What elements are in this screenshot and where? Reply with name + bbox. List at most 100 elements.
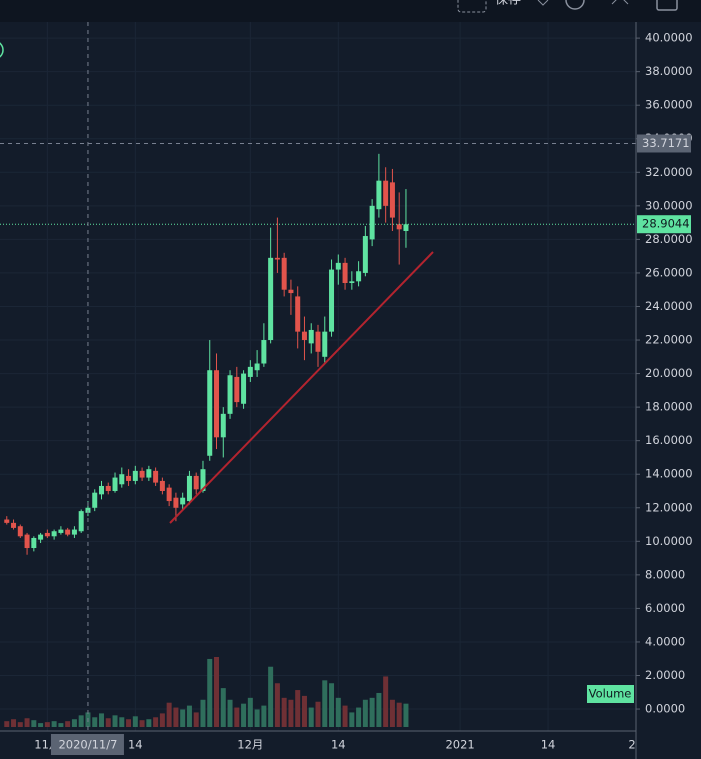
- save-label[interactable]: 保存: [495, 0, 521, 8]
- y-tick-label: 22.0000: [645, 333, 693, 347]
- y-tick-label: 38.0000: [645, 64, 693, 78]
- volume-bar: [268, 666, 274, 727]
- volume-bar: [105, 718, 111, 727]
- volume-bar: [78, 715, 84, 727]
- snapshot-icon[interactable]: [656, 0, 678, 11]
- candle-body: [139, 470, 145, 478]
- volume-bar: [159, 713, 165, 727]
- indicator-icon[interactable]: [0, 41, 4, 59]
- volume-bar: [214, 657, 220, 727]
- candle-body: [376, 180, 382, 210]
- y-tick-label: 28.0000: [645, 232, 693, 246]
- volume-bar: [261, 705, 267, 727]
- candle-body: [153, 470, 159, 483]
- volume-bar: [389, 699, 395, 727]
- crosshair-date-box: [50, 734, 124, 755]
- layout-icon[interactable]: [457, 0, 487, 13]
- grid: [0, 22, 636, 731]
- volume-bar: [11, 719, 17, 727]
- candle-body: [295, 296, 301, 332]
- candle-body: [342, 262, 348, 283]
- volume-bar: [193, 712, 199, 727]
- candle-body: [159, 480, 165, 491]
- volume-bar: [227, 699, 233, 727]
- candle-body: [105, 485, 111, 491]
- crosshair-price-box: [637, 134, 691, 153]
- candle-body: [112, 477, 118, 491]
- candle-body: [247, 366, 253, 377]
- fullscreen-icon[interactable]: [611, 0, 629, 5]
- volume-bar: [241, 703, 247, 727]
- volume-bar: [166, 702, 172, 727]
- volume-bar: [342, 705, 348, 727]
- volume-bar: [31, 720, 37, 727]
- x-tick-label: 2: [628, 738, 635, 752]
- volume-bar: [58, 723, 64, 727]
- labels: 0.0000 2.0000 4.0000 6.0000 8.0000 10.0000 12.…: [34, 31, 693, 755]
- candle-body: [214, 370, 220, 438]
- volume-bar: [288, 699, 294, 727]
- candle-body: [356, 271, 362, 282]
- candle-body: [180, 497, 186, 505]
- y-tick-label: 32.0000: [645, 165, 693, 179]
- candle-body: [71, 529, 77, 535]
- volume-label: Volume: [589, 687, 632, 701]
- volume-bar: [349, 712, 355, 727]
- volume-bar: [315, 701, 321, 727]
- candle-body: [349, 281, 355, 283]
- candle-body: [329, 269, 335, 332]
- y-tick-label: 8.0000: [645, 567, 685, 581]
- candle-body: [38, 534, 44, 540]
- candle-body: [322, 331, 328, 357]
- y-tick-label: 36.0000: [645, 98, 693, 112]
- volume-bar: [335, 697, 341, 727]
- candle-body: [11, 522, 17, 528]
- volume-bar: [17, 722, 23, 727]
- volume-bar: [369, 697, 375, 727]
- volume-bar: [254, 709, 260, 727]
- x-tick-label: 14: [331, 738, 346, 752]
- save-dropdown[interactable]: [537, 0, 549, 6]
- settings-icon[interactable]: [565, 0, 585, 10]
- candle-body: [193, 475, 199, 490]
- last-price-label: 28.9044: [642, 217, 690, 231]
- candle-body: [17, 526, 23, 537]
- candle-body: [132, 470, 138, 481]
- volume-bar: [153, 717, 159, 727]
- candle-body: [389, 182, 395, 218]
- toolbar: [0, 0, 701, 22]
- volume-bar: [376, 692, 382, 727]
- volume-bar: [186, 705, 192, 727]
- volume-bar: [322, 680, 328, 727]
- x-tick-label: 12月: [237, 738, 263, 752]
- y-tick-label: 4.0000: [645, 634, 685, 648]
- candle-body: [78, 511, 84, 532]
- candle-body: [335, 262, 341, 270]
- candle-body: [44, 532, 50, 537]
- y-tick-label: 10.0000: [645, 534, 693, 548]
- crosshair-date-label: 2020/11/7: [58, 738, 117, 752]
- y-tick-label: 14.0000: [645, 467, 693, 481]
- volume-bar: [38, 723, 44, 727]
- candle-body: [268, 257, 274, 341]
- volume-label-box: [587, 685, 634, 703]
- volume-bar: [396, 702, 402, 727]
- y-tick-label: 26.0000: [645, 265, 693, 279]
- volume-bar: [362, 699, 368, 727]
- volume-bar: [274, 683, 280, 727]
- volume-bar: [119, 717, 125, 727]
- volume-bar: [126, 719, 132, 727]
- candle-body: [288, 289, 294, 294]
- candle-body: [58, 529, 64, 533]
- volume-bar: [112, 715, 118, 727]
- volume-bar: [356, 707, 362, 727]
- volume-bar: [308, 707, 314, 727]
- volume-bar: [200, 699, 206, 727]
- candle-body: [315, 331, 321, 352]
- candle-body: [146, 469, 152, 478]
- candle-body: [261, 340, 267, 364]
- volume-bar: [180, 709, 186, 727]
- candle-body: [403, 224, 409, 232]
- candle-body: [166, 487, 172, 502]
